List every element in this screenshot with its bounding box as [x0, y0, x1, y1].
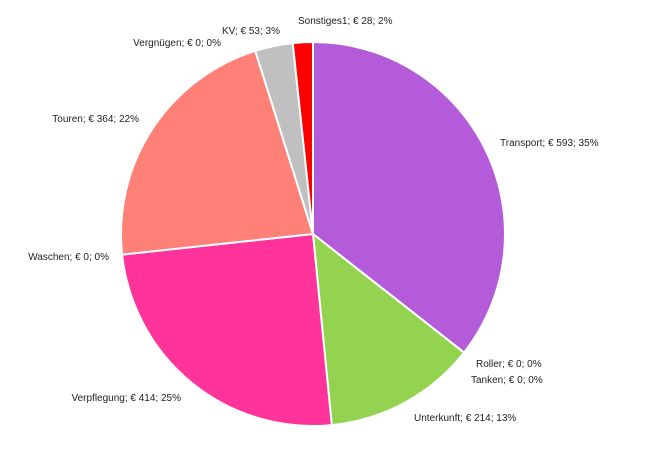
slice-label-vergnügen: Vergnügen; € 0; 0%	[133, 38, 221, 49]
slice-label-kv: KV; € 53; 3%	[222, 26, 280, 37]
pie-slice-verpflegung	[121, 232, 333, 427]
slice-label-touren: Touren; € 364; 22%	[52, 114, 139, 125]
pie-slice-sonstiges1	[291, 40, 314, 235]
pie-labels: Transport; € 593; 35% Roller; € 0; 0% Tank…	[28, 16, 598, 424]
slice-label-tanken: Tanken; € 0; 0%	[471, 375, 543, 386]
slice-label-transport: Transport; € 593; 35%	[500, 138, 599, 149]
slice-label-unterkunft: Unterkunft; € 214; 13%	[414, 413, 516, 424]
pie-slice-unterkunft	[311, 231, 466, 427]
slice-label-sonstiges1: Sonstiges1; € 28; 2%	[298, 16, 393, 27]
pie-slices	[120, 40, 506, 427]
pie-slice-transport	[312, 40, 506, 354]
slice-label-roller: Roller; € 0; 0%	[476, 359, 542, 370]
slice-label-verpflegung: Verpflegung; € 414; 25%	[71, 393, 181, 404]
slice-label-waschen: Waschen; € 0; 0%	[28, 252, 109, 263]
pie-slice-touren	[120, 49, 315, 256]
